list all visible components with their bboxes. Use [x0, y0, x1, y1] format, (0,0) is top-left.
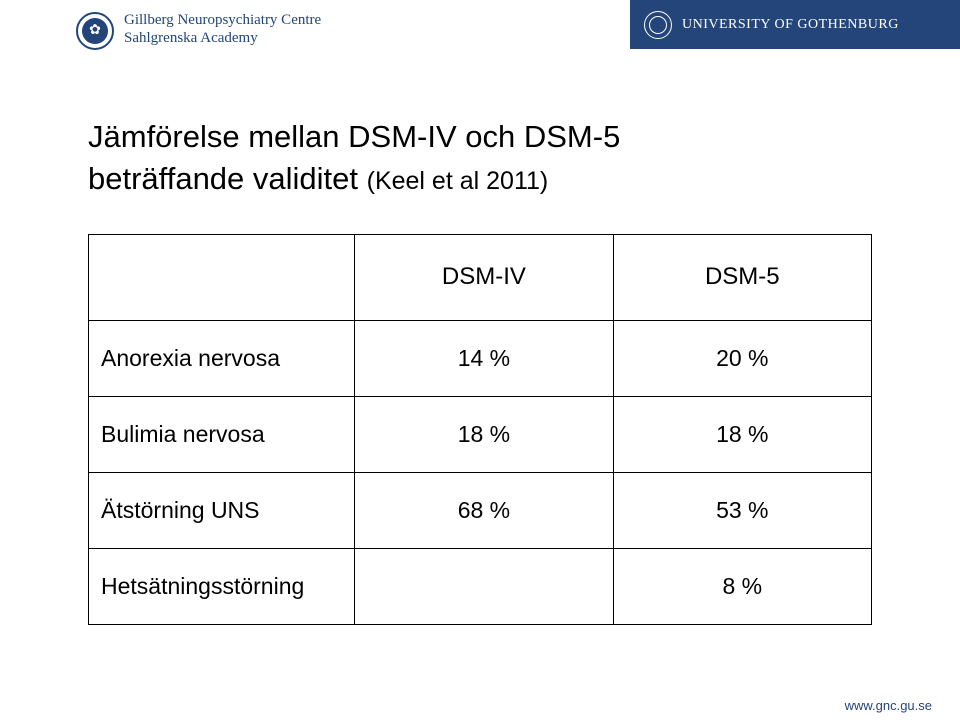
slide-title-line2-prefix: beträffande validitet: [88, 161, 367, 196]
comparison-table: DSM-IV DSM-5 Anorexia nervosa 14 % 20 % …: [88, 234, 872, 625]
cell-value: 20 %: [613, 320, 871, 396]
centre-name: Gillberg Neuropsychiatry Centre: [124, 12, 321, 29]
cell-value: 18 %: [613, 396, 871, 472]
footer-url: www.gnc.gu.se: [845, 698, 932, 713]
header-right-block: UNIVERSITY OF GOTHENBURG: [630, 0, 960, 49]
university-name: UNIVERSITY OF GOTHENBURG: [682, 17, 899, 33]
cell-value: [355, 548, 613, 624]
gnc-logo: ✿: [76, 12, 114, 50]
brain-icon: ✿: [89, 24, 101, 38]
table-row: Anorexia nervosa 14 % 20 %: [89, 320, 872, 396]
cell-value: 8 %: [613, 548, 871, 624]
table-col-dsm-iv: DSM-IV: [355, 234, 613, 320]
gu-seal-inner-icon: [649, 16, 667, 34]
gnc-logo-inner: ✿: [82, 18, 108, 44]
gu-seal-icon: [644, 11, 672, 39]
academy-name: Sahlgrenska Academy: [124, 30, 321, 47]
cell-value: 53 %: [613, 472, 871, 548]
cell-value: 14 %: [355, 320, 613, 396]
slide-title: Jämförelse mellan DSM-IV och DSM-5 beträ…: [88, 116, 872, 200]
row-label: Bulimia nervosa: [89, 396, 355, 472]
table-row: Ätstörning UNS 68 % 53 %: [89, 472, 872, 548]
slide-title-citation: (Keel et al 2011): [367, 167, 549, 195]
row-label: Hetsätningsstörning: [89, 548, 355, 624]
slide-header: ✿ Gillberg Neuropsychiatry Centre Sahlgr…: [0, 0, 960, 60]
table-col-dsm-5: DSM-5: [613, 234, 871, 320]
slide-content: Jämförelse mellan DSM-IV och DSM-5 beträ…: [0, 60, 960, 625]
table-row: Hetsätningsstörning 8 %: [89, 548, 872, 624]
cell-value: 18 %: [355, 396, 613, 472]
table-col-blank: [89, 234, 355, 320]
table-row: Bulimia nervosa 18 % 18 %: [89, 396, 872, 472]
table-header-row: DSM-IV DSM-5: [89, 234, 872, 320]
header-titles: Gillberg Neuropsychiatry Centre Sahlgren…: [124, 12, 321, 47]
header-left-block: ✿ Gillberg Neuropsychiatry Centre Sahlgr…: [76, 12, 321, 50]
cell-value: 68 %: [355, 472, 613, 548]
row-label: Ätstörning UNS: [89, 472, 355, 548]
slide-title-line1: Jämförelse mellan DSM-IV och DSM-5: [88, 119, 620, 154]
row-label: Anorexia nervosa: [89, 320, 355, 396]
